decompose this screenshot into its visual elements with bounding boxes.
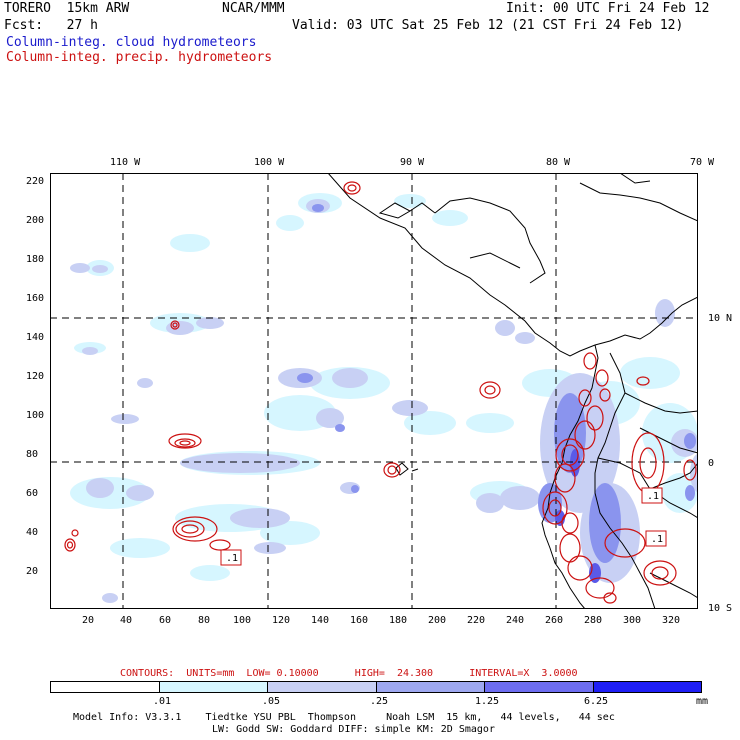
- legend-cloud: Column-integ. cloud hydrometeors: [6, 35, 257, 50]
- x-tick-label: 160: [350, 615, 369, 626]
- lat-label-10n: 10 N: [708, 313, 733, 324]
- x-tick-label: 260: [545, 615, 564, 626]
- x-tick-label: 40: [120, 615, 133, 626]
- y-tick-label: 180: [26, 254, 45, 265]
- scale-label: 1.25: [475, 696, 500, 707]
- x-tick-label: 180: [389, 615, 408, 626]
- scale-label: .25: [370, 696, 389, 707]
- y-tick-label: 220: [26, 176, 45, 187]
- x-tick-label: 120: [272, 615, 291, 626]
- x-tick-label: 60: [159, 615, 172, 626]
- y-tick-label: 120: [26, 371, 45, 382]
- y-tick-label: 100: [26, 410, 45, 421]
- forecast-hour: Fcst: 27 h: [4, 18, 98, 33]
- y-tick-label: 60: [26, 488, 39, 499]
- physics-info: LW: Godd SW: Goddard DIFF: simple KM: 2D…: [212, 724, 495, 735]
- x-tick-label: 320: [662, 615, 681, 626]
- y-tick-label: 20: [26, 566, 39, 577]
- contour-label: .1: [647, 491, 660, 502]
- y-tick-label: 140: [26, 332, 45, 343]
- lon-label-80w: 80 W: [546, 157, 571, 168]
- scale-label: .05: [262, 696, 281, 707]
- contour-label: .1: [651, 534, 664, 545]
- scale-segment: [159, 682, 268, 692]
- y-tick-label: 160: [26, 293, 45, 304]
- x-tick-label: 200: [428, 615, 447, 626]
- y-tick-label: 80: [26, 449, 39, 460]
- scale-segment: [268, 682, 377, 692]
- init-time: Init: 00 UTC Fri 24 Feb 12: [506, 1, 710, 16]
- valid-time: Valid: 03 UTC Sat 25 Feb 12 (21 CST Fri …: [292, 18, 684, 33]
- legend-precip: Column-integ. precip. hydrometeors: [6, 50, 273, 65]
- lon-label-70w: 70 W: [690, 157, 715, 168]
- scale-segment: [51, 682, 160, 692]
- color-scale-bar: [50, 681, 702, 693]
- coastlines: [327, 173, 698, 609]
- contour-info: CONTOURS: UNITS=mm LOW= 0.10000 HIGH= 24…: [120, 668, 578, 679]
- scale-segment: [593, 682, 701, 692]
- lon-label-110w: 110 W: [110, 157, 141, 168]
- graticule: [50, 173, 698, 609]
- x-tick-label: 240: [506, 615, 525, 626]
- lon-label-100w: 100 W: [254, 157, 285, 168]
- center-name: NCAR/MMM: [222, 1, 285, 16]
- lat-label-0: 0: [708, 458, 715, 469]
- x-tick-label: 100: [233, 615, 252, 626]
- scale-label: 6.25: [584, 696, 609, 707]
- y-tick-label: 40: [26, 527, 39, 538]
- forecast-map: [50, 173, 698, 609]
- scale-segment: [485, 682, 594, 692]
- model-title: TORERO 15km ARW: [4, 1, 130, 16]
- x-tick-label: 80: [198, 615, 211, 626]
- x-tick-label: 300: [623, 615, 642, 626]
- x-tick-label: 280: [584, 615, 603, 626]
- x-tick-label: 220: [467, 615, 486, 626]
- scale-label: .01: [153, 696, 172, 707]
- model-info: Model Info: V3.3.1 Tiedtke YSU PBL Thomp…: [73, 712, 615, 723]
- contour-label-boxes: [220, 487, 667, 566]
- y-tick-label: 200: [26, 215, 45, 226]
- scale-units: mm: [696, 696, 709, 707]
- x-tick-label: 20: [82, 615, 95, 626]
- map-border: [50, 173, 698, 609]
- x-tick-label: 140: [311, 615, 330, 626]
- lon-label-90w: 90 W: [400, 157, 425, 168]
- lat-label-10s: 10 S: [708, 603, 733, 614]
- contour-label: .1: [226, 553, 239, 564]
- precip-contours: [64, 181, 697, 604]
- scale-segment: [376, 682, 485, 692]
